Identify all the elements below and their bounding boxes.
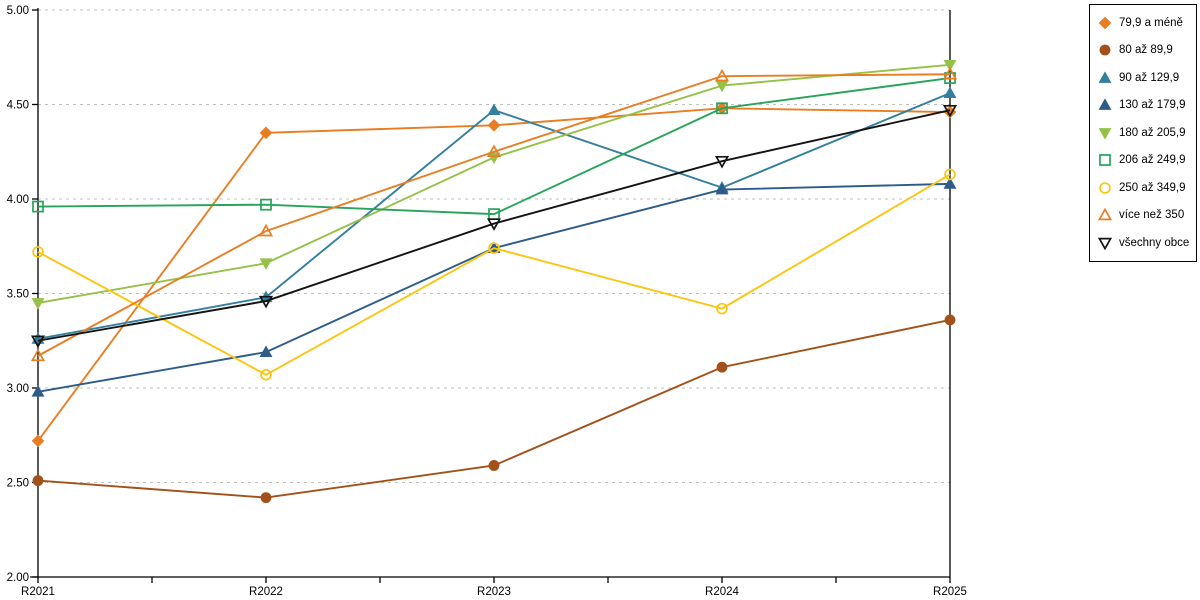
y-tick-label: 4.50 <box>7 100 29 112</box>
triangle-up-marker <box>715 182 729 195</box>
legend-item: 130 až 179,9 <box>1098 92 1196 120</box>
diamond-marker <box>1098 16 1112 30</box>
diamond-legend-icon <box>1098 16 1112 30</box>
legend-item: 180 až 205,9 <box>1098 119 1196 147</box>
x-tick-label: R2024 <box>705 586 739 598</box>
diamond-marker <box>487 118 501 132</box>
triangle-up-marker <box>1098 208 1112 221</box>
circle-marker <box>32 475 44 487</box>
legend-item: 79,9 a méně <box>1098 9 1196 37</box>
circle-marker <box>944 168 956 181</box>
series-line <box>37 73 951 357</box>
triangle-up-marker <box>1098 71 1112 83</box>
triangle-down-marker <box>259 258 273 270</box>
legend-item: 250 až 349,9 <box>1098 174 1196 202</box>
legend-item-label: 90 až 129,9 <box>1119 71 1180 84</box>
legend-item-label: všechny obce <box>1119 236 1190 249</box>
x-tick-label: R2021 <box>21 586 55 598</box>
square-marker <box>1099 154 1111 167</box>
circle-marker <box>488 242 500 254</box>
legend-item: 80 až 89,9 <box>1098 37 1196 65</box>
diamond-marker <box>31 434 45 448</box>
legend-item: více než 350 <box>1098 202 1196 230</box>
y-tick-label: 2.50 <box>7 478 29 490</box>
triangle-down-legend-icon <box>1098 237 1112 250</box>
triangle-up-legend-icon <box>1098 71 1112 83</box>
y-tick-label: 3.50 <box>7 289 29 301</box>
triangle-up-marker <box>259 345 273 357</box>
square-marker <box>716 102 728 115</box>
circle-legend-icon <box>1099 181 1111 194</box>
triangle-up-marker <box>486 144 502 157</box>
circle-marker <box>944 314 956 326</box>
circle-marker <box>716 361 728 373</box>
legend-item: 206 až 249,9 <box>1098 147 1196 175</box>
triangle-up-marker <box>714 68 730 82</box>
legend-item-label: více než 350 <box>1119 209 1185 222</box>
legend-item-label: 180 až 205,9 <box>1119 126 1186 139</box>
legend-item-label: 79,9 a méně <box>1119 16 1183 29</box>
square-marker <box>260 198 272 211</box>
y-tick-label: 2.00 <box>7 572 29 584</box>
circle-marker <box>32 246 44 258</box>
plot-area: 2.00 2.50 3.00 3.50 4.00 4.50 5.00 R2021 R2022 R2… <box>7 5 967 598</box>
legend-item-label: 206 až 249,9 <box>1119 154 1186 167</box>
triangle-down-marker <box>30 335 46 349</box>
legend-item: 90 až 129,9 <box>1098 64 1196 92</box>
circle-marker <box>1099 44 1111 56</box>
triangle-up-legend-icon <box>1098 98 1112 111</box>
triangle-down-legend-icon <box>1098 127 1112 140</box>
triangle-up-legend-icon <box>1098 208 1112 221</box>
legend-item-label: 250 až 349,9 <box>1119 181 1186 194</box>
circle-marker <box>716 302 728 315</box>
triangle-down-marker <box>258 295 274 309</box>
square-legend-icon <box>1099 154 1111 167</box>
circle-marker <box>260 368 272 381</box>
triangle-up-marker <box>943 177 957 189</box>
x-tick-label: R2023 <box>477 586 511 598</box>
triangle-down-marker <box>942 104 958 118</box>
legend-item: všechny obce <box>1098 229 1196 257</box>
triangle-up-marker <box>1098 98 1112 111</box>
triangle-down-marker <box>943 59 957 72</box>
legend-item-label: 130 až 179,9 <box>1119 99 1186 112</box>
x-tick-label: R2022 <box>249 586 283 598</box>
series-line <box>37 319 951 499</box>
triangle-up-marker <box>258 223 274 237</box>
series-line <box>37 63 951 304</box>
triangle-up-marker <box>31 385 45 397</box>
series-line <box>37 109 951 342</box>
triangle-down-marker <box>31 298 45 310</box>
triangle-down-marker <box>486 218 502 231</box>
x-tick-label: R2025 <box>933 586 967 598</box>
triangle-up-marker <box>942 66 958 80</box>
triangle-down-marker <box>1098 237 1112 250</box>
series-line <box>37 173 951 376</box>
triangle-up-marker <box>487 103 501 116</box>
triangle-down-marker <box>714 155 730 169</box>
y-tick-label: 5.00 <box>7 5 29 17</box>
triangle-up-marker <box>943 86 957 99</box>
circle-marker <box>260 492 272 504</box>
circle-marker <box>488 460 500 471</box>
circle-legend-icon <box>1099 44 1111 56</box>
triangle-up-marker <box>30 348 46 362</box>
chart-legend: 79,9 a méně 80 až 89,9 90 až 129,9 130 až 1… <box>1089 4 1197 262</box>
series-line <box>37 77 951 216</box>
square-marker <box>32 200 44 213</box>
triangle-down-marker <box>1098 127 1112 140</box>
y-tick-label: 3.00 <box>7 383 29 395</box>
legend-item-label: 80 až 89,9 <box>1119 44 1173 57</box>
circle-marker <box>1099 181 1111 194</box>
diamond-marker <box>259 126 273 140</box>
y-tick-label: 4.00 <box>7 194 29 206</box>
